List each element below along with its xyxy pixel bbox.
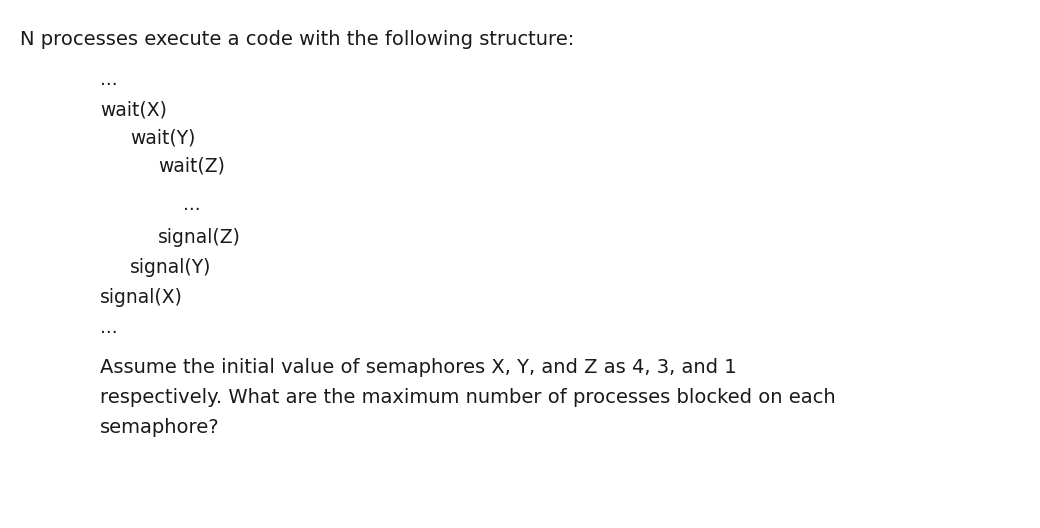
Text: signal(Z): signal(Z) bbox=[158, 228, 241, 247]
Text: Assume the initial value of semaphores X, Y, and Z as 4, 3, and 1: Assume the initial value of semaphores X… bbox=[100, 358, 736, 377]
Text: wait(Z): wait(Z) bbox=[158, 156, 225, 175]
Text: ...: ... bbox=[100, 70, 118, 89]
Text: wait(X): wait(X) bbox=[100, 100, 166, 119]
Text: N processes execute a code with the following structure:: N processes execute a code with the foll… bbox=[20, 30, 574, 49]
Text: wait(Y): wait(Y) bbox=[130, 128, 196, 147]
Text: signal(X): signal(X) bbox=[100, 288, 183, 307]
Text: semaphore?: semaphore? bbox=[100, 418, 219, 437]
Text: ...: ... bbox=[183, 195, 201, 214]
Text: respectively. What are the maximum number of processes blocked on each: respectively. What are the maximum numbe… bbox=[100, 388, 835, 407]
Text: ...: ... bbox=[100, 318, 118, 337]
Text: signal(Y): signal(Y) bbox=[130, 258, 211, 277]
